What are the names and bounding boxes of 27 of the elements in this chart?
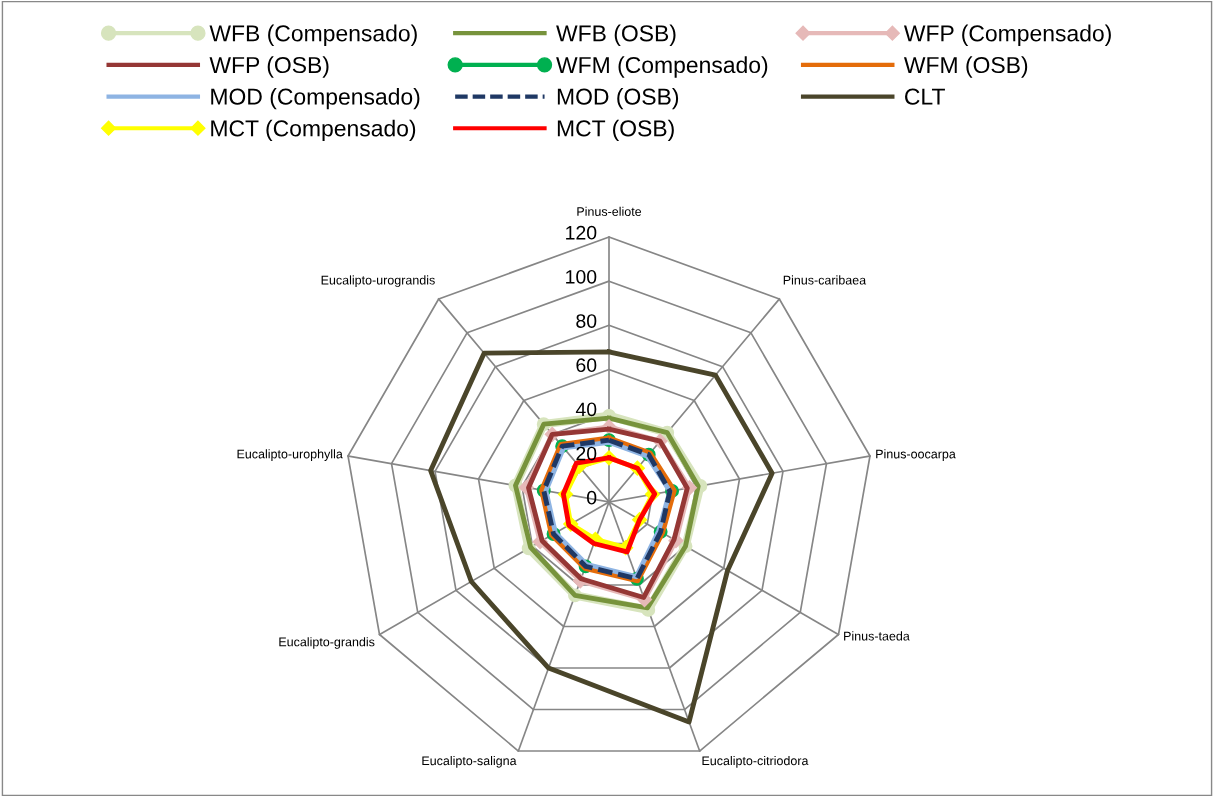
- spoke-label: Pinus-caribaea: [783, 275, 867, 285]
- spoke-label: Eucalipto-citriodora: [702, 756, 809, 768]
- spoke-label: Eucalipto-grandis: [279, 637, 375, 649]
- y-tick-label: 40: [575, 402, 597, 417]
- y-tick-label: 0: [587, 490, 597, 505]
- y-tick-label: 100: [566, 269, 597, 284]
- legend-label: WFB (Compensado): [209, 24, 417, 46]
- legend-label: WFM (OSB): [903, 56, 1028, 78]
- spoke-label: Eucalipto-saligna: [422, 756, 517, 768]
- legend-label: MCT (OSB): [557, 119, 674, 141]
- legend-label: MCT (Compensado): [211, 119, 416, 141]
- legend-label: CLT: [905, 88, 945, 105]
- y-tick-label: 120: [566, 225, 597, 240]
- y-tick-label: 60: [576, 358, 597, 373]
- legend-label: MOD (Compensado): [211, 87, 420, 110]
- legend-label: WFB (OSB): [556, 24, 676, 46]
- spoke-label: Pinus-eliote: [577, 206, 642, 216]
- spoke-label: Eucalipto-urophylla: [237, 449, 343, 461]
- legend-label: WFP (OSB): [209, 56, 329, 78]
- y-tick-label: 80: [576, 314, 597, 328]
- y-tick-label: 20: [576, 446, 597, 461]
- legend-label: WFM (Compensado): [556, 56, 768, 78]
- legend-label: MOD (OSB): [557, 87, 679, 110]
- spoke-label: Pinus-oocarpa: [876, 449, 956, 461]
- spoke-label: Pinus-taeda: [844, 631, 910, 641]
- legend-label: WFP (Compensado): [903, 24, 1111, 46]
- spoke-label: Eucalipto-urograndis: [321, 275, 435, 287]
